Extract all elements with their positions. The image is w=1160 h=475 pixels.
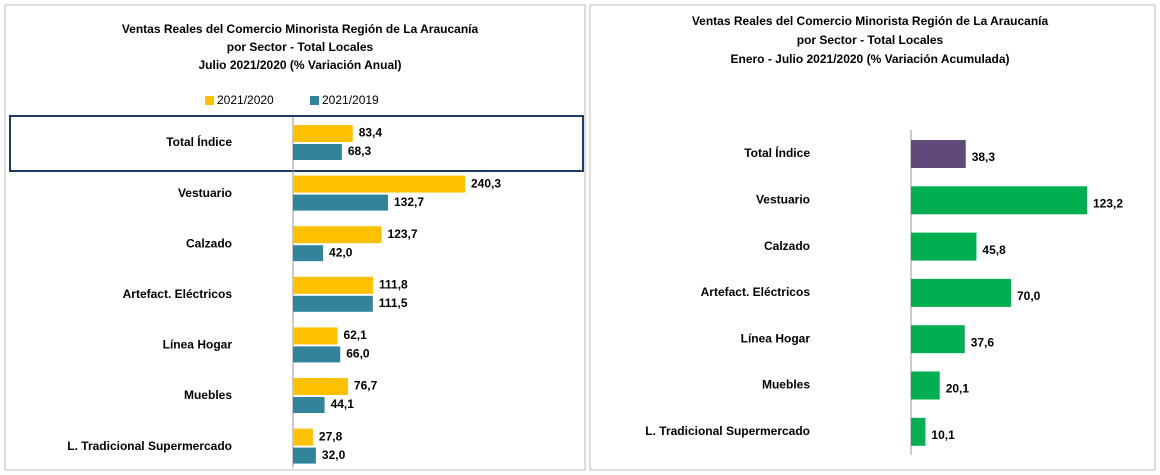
category-label: Vestuario — [756, 192, 810, 206]
value-label: 111,5 — [379, 296, 408, 310]
value-label: 27,8 — [319, 429, 343, 443]
highlight-box — [9, 115, 584, 172]
category-label: Calzado — [764, 239, 810, 253]
bar — [293, 125, 353, 142]
bar — [293, 428, 313, 446]
legend-swatch — [310, 96, 319, 105]
value-label: 32,0 — [322, 448, 346, 462]
bar — [293, 226, 382, 244]
value-label: 10,1 — [931, 428, 955, 442]
value-label: 62,1 — [343, 328, 367, 342]
chart-title: por Sector - Total Locales — [227, 40, 374, 54]
value-label: 66,0 — [346, 347, 370, 361]
value-label: 123,2 — [1093, 196, 1123, 210]
bar — [293, 175, 465, 193]
chart-title: Ventas Reales del Comercio Minorista Reg… — [122, 22, 479, 36]
chart-title: por Sector - Total Locales — [797, 33, 944, 47]
category-label: Artefact. Eléctricos — [701, 285, 811, 299]
bar — [293, 194, 388, 211]
category-label: Muebles — [762, 378, 810, 392]
bar — [293, 327, 338, 345]
chart-title: Ventas Reales del Comercio Minorista Reg… — [692, 14, 1049, 28]
bar — [293, 144, 342, 160]
panel — [4, 4, 586, 471]
bar — [911, 417, 926, 446]
legend-label: 2021/2019 — [322, 93, 379, 107]
value-label: 83,4 — [359, 126, 383, 140]
category-label: Calzado — [186, 236, 232, 250]
category-label: Muebles — [184, 388, 232, 402]
value-label: 132,7 — [394, 195, 424, 209]
category-label: Total Índice — [166, 134, 232, 149]
chart-title: Enero - Julio 2021/2020 (% Variación Acu… — [731, 52, 1010, 66]
value-label: 45,8 — [982, 243, 1006, 257]
bar — [911, 371, 940, 400]
category-label: Total Índice — [744, 145, 810, 160]
chart-title: Julio 2021/2020 (% Variación Anual) — [199, 58, 402, 72]
legend-swatch — [205, 96, 214, 105]
value-label: 37,6 — [971, 335, 995, 349]
bar — [911, 140, 966, 168]
value-label: 240,3 — [471, 176, 501, 190]
bar — [293, 397, 325, 413]
value-label: 111,8 — [379, 277, 408, 291]
bar — [911, 325, 965, 354]
value-label: 68,3 — [348, 144, 372, 158]
panel — [589, 4, 1156, 471]
bar — [293, 245, 324, 262]
bar — [293, 276, 374, 294]
bar — [293, 447, 316, 464]
value-label: 70,0 — [1017, 289, 1041, 303]
category-label: Línea Hogar — [163, 338, 233, 352]
legend-label: 2021/2020 — [217, 93, 274, 107]
category-label: L. Tradicional Supermercado — [645, 424, 810, 438]
bar — [293, 295, 373, 312]
bar — [911, 186, 1087, 215]
bar — [293, 378, 348, 395]
bar — [293, 346, 341, 363]
value-label: 44,1 — [331, 397, 355, 411]
value-label: 38,3 — [972, 150, 996, 164]
value-label: 20,1 — [946, 382, 970, 396]
category-label: Artefact. Eléctricos — [123, 287, 233, 301]
bar — [911, 232, 977, 261]
value-label: 42,0 — [329, 245, 353, 259]
bar — [911, 278, 1011, 307]
category-label: Línea Hogar — [741, 331, 811, 345]
category-label: Vestuario — [178, 186, 232, 200]
value-label: 123,7 — [388, 227, 418, 241]
value-label: 76,7 — [354, 379, 378, 393]
category-label: L. Tradicional Supermercado — [67, 439, 232, 453]
